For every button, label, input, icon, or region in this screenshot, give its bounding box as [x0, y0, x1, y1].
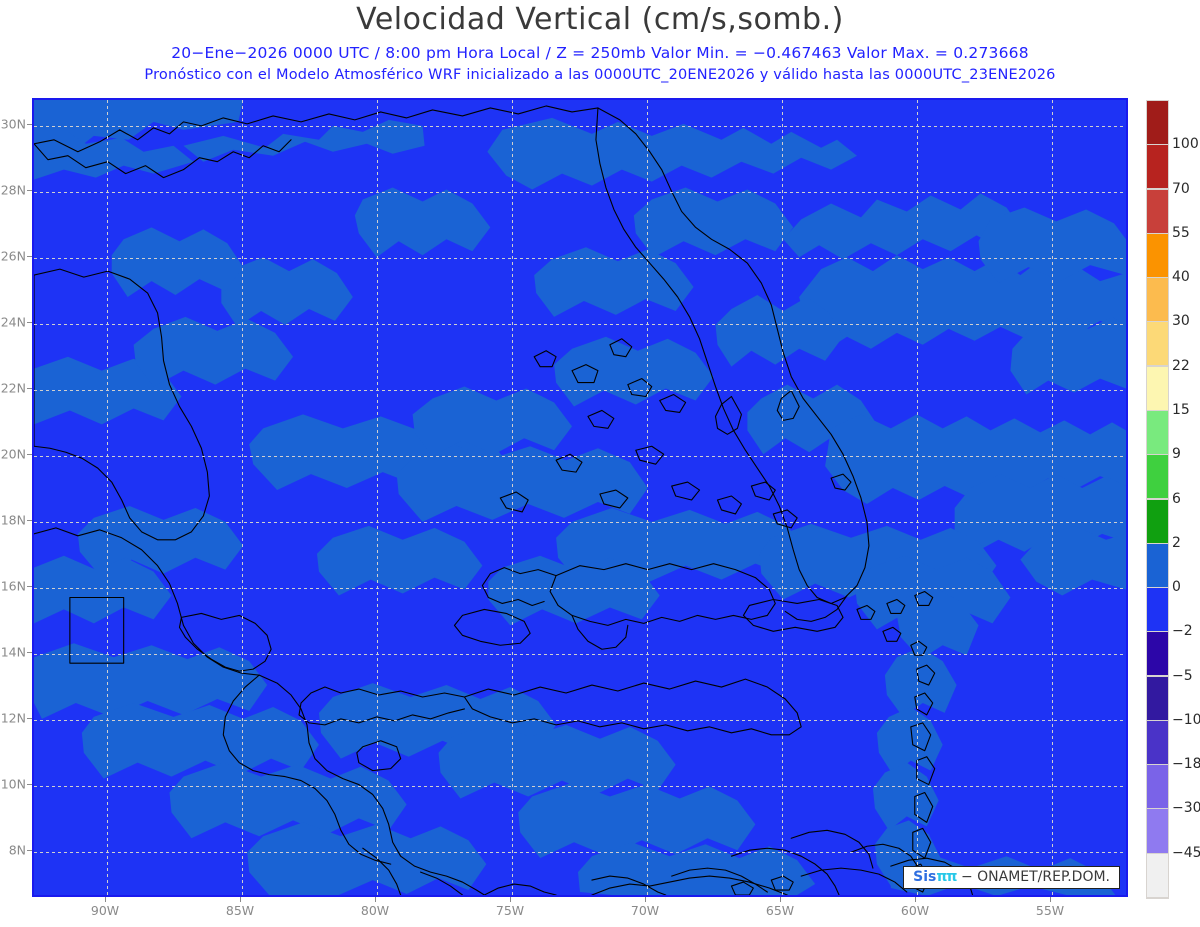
colorbar-tick-label: −2	[1172, 623, 1193, 640]
colorbar-band	[1147, 101, 1168, 145]
y-axis-tick-mark	[27, 190, 32, 191]
colorbar-band	[1147, 366, 1168, 410]
colorbar-tick-label: 2	[1172, 534, 1181, 551]
colorbar-band	[1147, 455, 1168, 499]
y-axis-tick-label: 24N	[0, 314, 26, 330]
map-frame: Sisππ − ONAMET/REP.DOM.	[32, 98, 1128, 897]
y-axis-tick-mark	[27, 388, 32, 389]
colorbar-band	[1147, 543, 1168, 587]
x-axis-tick-label: 55W	[1035, 903, 1065, 918]
colorbar-band	[1147, 632, 1168, 676]
colorbar-tick-label: 0	[1172, 579, 1181, 596]
colorbar-tick-label: 6	[1172, 490, 1181, 507]
colorbar-tick-label: 100	[1172, 136, 1199, 153]
x-axis-tick-label: 85W	[225, 903, 255, 918]
colorbar-band	[1147, 765, 1168, 809]
x-axis-tick-mark	[510, 897, 511, 902]
x-axis-tick-mark	[780, 897, 781, 902]
colorbar-tick-label: −30	[1172, 800, 1200, 817]
y-axis-tick-mark	[27, 520, 32, 521]
y-axis-tick-label: 26N	[0, 248, 26, 264]
logo-pi-icon: ππ	[936, 868, 957, 885]
colorbar-band	[1147, 233, 1168, 277]
y-axis-tick-label: 12N	[0, 710, 26, 726]
y-axis-tick-label: 28N	[0, 182, 26, 198]
coastline-paths	[34, 105, 974, 895]
colorbar-tick-label: 30	[1172, 313, 1190, 330]
map-plot-area: Sisππ − ONAMET/REP.DOM.	[32, 98, 1128, 897]
y-axis-tick-label: 20N	[0, 446, 26, 462]
y-axis-tick-label: 30N	[0, 116, 26, 132]
colorbar-band	[1147, 809, 1168, 853]
y-axis-tick-mark	[27, 124, 32, 125]
colorbar-tick-label: −45	[1172, 844, 1200, 861]
colorbar-tick-label: −18	[1172, 756, 1200, 773]
chart-header: Velocidad Vertical (cm/s,somb.) 20−Ene−2…	[0, 0, 1200, 92]
colorbar-band	[1147, 189, 1168, 233]
colorbar-band	[1147, 278, 1168, 322]
colorbar-band	[1147, 853, 1168, 897]
y-axis-tick-mark	[27, 256, 32, 257]
map-canvas	[34, 100, 1126, 895]
x-axis-tick-label: 75W	[495, 903, 525, 918]
y-axis-tick-label: 16N	[0, 578, 26, 594]
y-axis-tick-mark	[27, 652, 32, 653]
x-axis-tick-label: 60W	[900, 903, 930, 918]
logo-agency-text: − ONAMET/REP.DOM.	[960, 868, 1110, 885]
colorbar-band	[1147, 588, 1168, 632]
y-axis-tick-mark	[27, 454, 32, 455]
colorbar-band	[1147, 322, 1168, 366]
colorbar-band	[1147, 145, 1168, 189]
colorbar-tick-label: −5	[1172, 667, 1193, 684]
colorbar-band	[1147, 720, 1168, 764]
x-axis-tick-label: 65W	[765, 903, 795, 918]
y-axis-tick-mark	[27, 784, 32, 785]
colorbar-tick-label: 9	[1172, 446, 1181, 463]
colorbar-tick-label: 40	[1172, 269, 1190, 286]
y-axis-tick-label: 8N	[8, 842, 26, 858]
logo-sis-text: Sis	[913, 868, 937, 885]
y-axis-tick-label: 14N	[0, 644, 26, 660]
y-axis-tick-mark	[27, 322, 32, 323]
colorbar-tick-label: 22	[1172, 357, 1190, 374]
x-axis-tick-mark	[240, 897, 241, 902]
colorbar	[1146, 100, 1169, 899]
y-axis-tick-label: 22N	[0, 380, 26, 396]
x-axis-tick-mark	[645, 897, 646, 902]
colorbar-tick-label: 70	[1172, 180, 1190, 197]
y-axis-tick-mark	[27, 586, 32, 587]
x-axis-tick-mark	[1050, 897, 1051, 902]
x-axis-tick-label: 80W	[360, 903, 390, 918]
x-axis-tick-mark	[105, 897, 106, 902]
subtitle-line-1: 20−Ene−2026 0000 UTC / 8:00 pm Hora Loca…	[171, 44, 1029, 62]
y-axis-tick-mark	[27, 718, 32, 719]
colorbar-band	[1147, 499, 1168, 543]
page-title: Velocidad Vertical (cm/s,somb.)	[356, 2, 844, 37]
subtitle-line-2: Pronóstico con el Modelo Atmosférico WRF…	[144, 67, 1056, 83]
y-axis-tick-label: 18N	[0, 512, 26, 528]
x-axis-tick-mark	[375, 897, 376, 902]
shading-positive-patches	[34, 100, 1126, 895]
x-axis-tick-label: 90W	[90, 903, 120, 918]
x-axis-tick-label: 70W	[630, 903, 660, 918]
colorbar-tick-label: 55	[1172, 224, 1190, 241]
y-axis-tick-mark	[27, 850, 32, 851]
onamet-logo: Sisππ − ONAMET/REP.DOM.	[903, 865, 1120, 889]
colorbar-band	[1147, 676, 1168, 720]
colorbar-labels: 100 70 55 40 30 22 15 9 6 2 0 −2 −5 −10 −18 −30 −45	[1146, 100, 1200, 897]
colorbar-tick-label: −10	[1172, 711, 1200, 728]
colorbar-band	[1147, 410, 1168, 454]
colorbar-tick-label: 15	[1172, 401, 1190, 418]
y-axis-tick-label: 10N	[0, 776, 26, 792]
x-axis-tick-mark	[915, 897, 916, 902]
